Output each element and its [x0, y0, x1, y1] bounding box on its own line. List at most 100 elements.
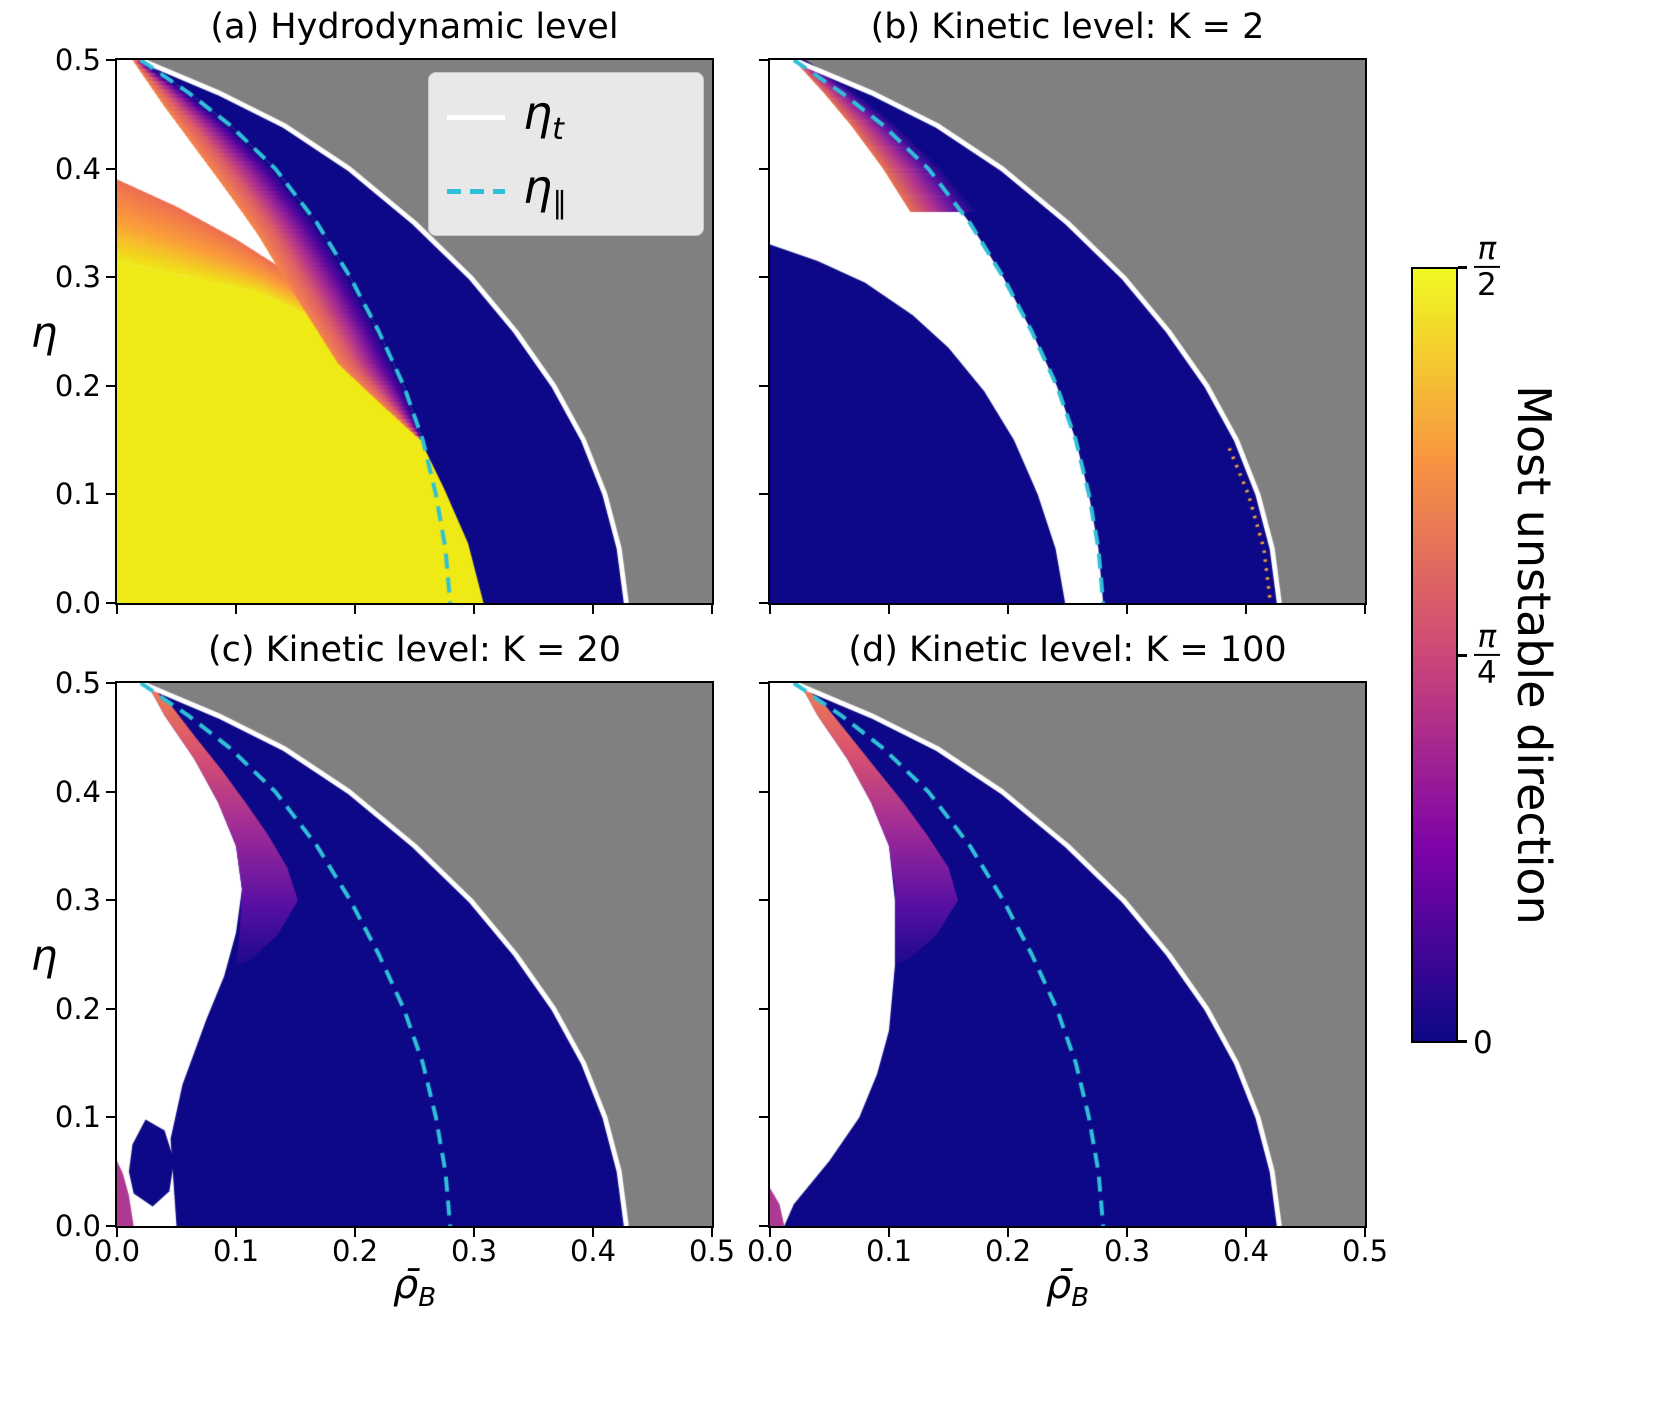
y-tick-label: 0.5: [54, 43, 101, 77]
x-tick: [1007, 605, 1009, 614]
y-tick-label: 0.2: [54, 991, 101, 1026]
legend: ηt η∥: [428, 72, 704, 236]
panel-b-title: (b) Kinetic level: K = 2: [870, 7, 1265, 47]
y-tick: [759, 1225, 768, 1227]
y-tick: [106, 790, 115, 793]
x-tick-label: 0.0: [746, 1234, 794, 1268]
rho-bar-subscript: B: [1071, 1283, 1090, 1313]
y-tick: [106, 602, 115, 604]
colorbar-tick-top: [1458, 266, 1467, 269]
x-tick: [711, 1228, 713, 1237]
x-tick-label: 0.4: [569, 1234, 617, 1268]
y-tick-label: 0.1: [54, 477, 101, 512]
y-tick-label: 0.0: [54, 586, 101, 620]
x-tick: [1364, 605, 1366, 614]
y-tick: [106, 384, 115, 387]
x-tick: [888, 1228, 890, 1237]
x-tick-label: 0.2: [984, 1234, 1032, 1268]
y-tick-label: 0.5: [54, 666, 101, 700]
x-tick-label: 0.3: [450, 1234, 498, 1268]
legend-entry-eta-t: ηt: [447, 85, 685, 149]
x-tick-label: 0.5: [688, 1234, 736, 1268]
y-tick: [106, 1007, 115, 1010]
y-tick: [759, 1116, 768, 1119]
y-tick: [106, 493, 115, 496]
panel-b: [759, 58, 1367, 614]
colorbar-label: Most unstable direction: [1507, 385, 1561, 925]
y-tick: [106, 899, 115, 902]
y-tick: [759, 682, 768, 684]
y-tick: [759, 59, 768, 61]
x-tick: [711, 605, 713, 614]
legend-label-eta-t: ηt: [523, 85, 564, 147]
x-tick: [1245, 1228, 1247, 1237]
panel-d-title: (d) Kinetic level: K = 100: [848, 630, 1287, 670]
x-tick: [592, 1228, 594, 1237]
panel-a: ηt η∥ 0.0 0.1 0.2 0.3 0.4 0.5: [55, 43, 714, 620]
legend-line-solid-white: [447, 114, 505, 120]
x-tick: [1126, 1228, 1128, 1237]
x-tick: [354, 1228, 356, 1237]
panel-c: 0.0 0.0 0.1 0.1 0.2 0.2 0.3 0.3 0.4 0.4 0.5 0.5: [55, 666, 735, 1268]
x-tick-label: 0.5: [1341, 1234, 1389, 1268]
colorbar-gradient: [1411, 267, 1458, 1043]
y-tick: [106, 1116, 115, 1119]
y-tick: [106, 1225, 115, 1227]
x-tick: [769, 605, 771, 614]
x-tick: [592, 605, 594, 614]
x-axis-label-d: ρ̄B: [770, 1262, 1365, 1313]
legend-entry-eta-parallel: η∥: [447, 159, 685, 223]
y-tick-label: 0.3: [54, 260, 101, 295]
x-tick: [1126, 605, 1128, 614]
colorbar-ticklabel-zero: 0: [1473, 1024, 1493, 1061]
y-tick: [759, 1007, 768, 1010]
rho-bar-subscript: B: [418, 1283, 437, 1313]
y-tick: [106, 167, 115, 170]
legend-label-eta-parallel: η∥: [523, 159, 568, 221]
y-tick-label: 0.2: [54, 368, 101, 403]
x-tick: [235, 605, 237, 614]
x-tick-label: 0.2: [331, 1234, 379, 1268]
panel-b-plot: [770, 60, 1365, 603]
x-tick: [354, 605, 356, 614]
x-tick: [116, 1228, 118, 1237]
x-tick: [1007, 1228, 1009, 1237]
y-tick-label: 0.1: [54, 1100, 101, 1135]
x-tick: [888, 605, 890, 614]
y-tick: [759, 790, 768, 793]
y-tick: [759, 276, 768, 279]
y-tick: [759, 167, 768, 170]
y-tick: [106, 682, 115, 684]
panel-d-plot: [770, 683, 1365, 1226]
y-tick: [759, 602, 768, 604]
x-tick: [769, 1228, 771, 1237]
x-tick: [1245, 605, 1247, 614]
x-tick-label: 0.3: [1103, 1234, 1151, 1268]
legend-line-dashed-cyan: [447, 188, 505, 194]
y-tick: [106, 276, 115, 279]
x-tick: [1364, 1228, 1366, 1237]
x-tick: [473, 605, 475, 614]
panel-a-title: (a) Hydrodynamic level: [210, 7, 619, 47]
x-tick: [116, 605, 118, 614]
y-tick: [759, 384, 768, 387]
y-tick: [106, 59, 115, 61]
y-tick-label: 0.3: [54, 883, 101, 918]
y-tick-label: 0.4: [54, 774, 101, 809]
rho-bar-symbol: ρ̄: [1045, 1262, 1072, 1308]
rho-bar-symbol: ρ̄: [392, 1262, 419, 1308]
panel-c-plot: [117, 683, 712, 1226]
x-tick-label: 0.1: [865, 1234, 913, 1268]
x-tick-label: 0.4: [1222, 1234, 1270, 1268]
y-tick: [759, 899, 768, 902]
x-tick: [473, 1228, 475, 1237]
y-tick-label: 0.0: [54, 1209, 101, 1243]
panel-d: 0.0 0.1 0.2 0.3 0.4 0.5: [747, 681, 1388, 1268]
x-tick-label: 0.0: [93, 1234, 141, 1268]
y-axis-label-top: η: [30, 308, 58, 357]
y-tick: [759, 493, 768, 496]
